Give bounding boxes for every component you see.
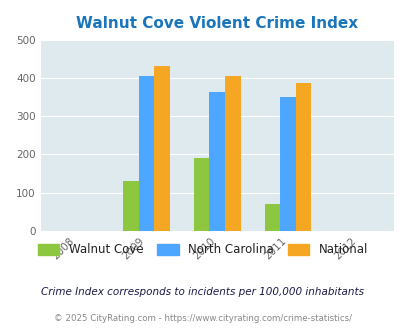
Bar: [139, 76, 154, 231]
Bar: [154, 66, 169, 231]
Bar: [279, 97, 295, 231]
Bar: [123, 181, 139, 231]
Bar: [295, 83, 310, 231]
Bar: [264, 204, 279, 231]
Bar: [209, 92, 224, 231]
Text: Crime Index corresponds to incidents per 100,000 inhabitants: Crime Index corresponds to incidents per…: [41, 287, 364, 297]
Title: Walnut Cove Violent Crime Index: Walnut Cove Violent Crime Index: [76, 16, 357, 31]
Legend: Walnut Cove, North Carolina, National: Walnut Cove, North Carolina, National: [34, 240, 371, 260]
Bar: [224, 76, 240, 231]
Text: © 2025 CityRating.com - https://www.cityrating.com/crime-statistics/: © 2025 CityRating.com - https://www.city…: [54, 314, 351, 323]
Bar: [194, 158, 209, 231]
